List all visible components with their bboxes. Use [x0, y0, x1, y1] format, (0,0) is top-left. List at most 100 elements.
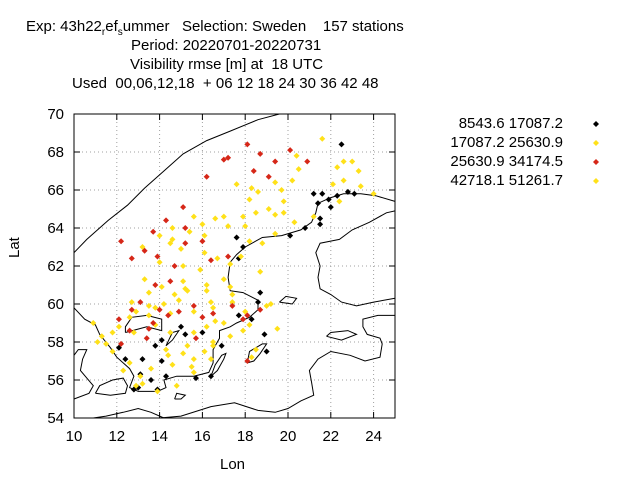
data-point-series-2: [171, 291, 178, 298]
data-point-series-3: [156, 306, 163, 313]
data-point-series-4: [152, 304, 159, 311]
legend-entry-4: 42718.1 51261.7: [450, 172, 563, 189]
legend-entry-2: 17087.2 25630.9: [450, 134, 563, 151]
data-point-series-1: [152, 342, 159, 349]
data-point-series-3: [199, 238, 206, 245]
data-point-series-1: [287, 232, 294, 239]
data-point-series-1: [344, 188, 351, 195]
data-point-series-3: [118, 238, 125, 245]
data-point-series-2: [126, 359, 133, 366]
x-tick-label: 16: [194, 428, 211, 445]
data-point-series-2: [154, 388, 161, 395]
data-point-series-2: [145, 302, 152, 309]
data-point-series-2: [274, 325, 281, 332]
data-point-series-3: [115, 316, 122, 323]
data-point-series-3: [150, 320, 157, 326]
data-point-series-2: [237, 253, 244, 260]
data-point-series-1: [351, 190, 358, 197]
data-point-series-1: [261, 331, 268, 338]
data-point-series-2: [329, 181, 336, 188]
data-point-series-3: [154, 253, 161, 260]
data-point-series-3: [118, 340, 125, 347]
x-tick-label: 24: [365, 428, 382, 445]
data-point-series-3: [225, 253, 232, 260]
y-axis-label: Lat: [6, 237, 23, 258]
data-point-series-2: [227, 261, 234, 268]
data-point-series-3: [175, 308, 182, 315]
data-point-series-4: [139, 380, 146, 387]
data-point-series-1: [255, 299, 262, 306]
data-point-series-3: [152, 282, 159, 288]
data-point-series-2: [293, 152, 300, 159]
data-point-series-2: [145, 312, 152, 319]
data-point-series-2: [319, 135, 326, 142]
data-point-series-2: [207, 356, 214, 363]
data-point-series-2: [220, 213, 227, 220]
data-point-series-2: [109, 348, 116, 355]
data-point-series-1: [218, 342, 225, 349]
coastline-segment: [326, 330, 358, 341]
legend-marker-3: [593, 159, 599, 165]
data-point-series-2: [190, 329, 197, 336]
data-point-series-2: [201, 348, 208, 355]
data-point-series-2: [265, 206, 272, 212]
legend-entry-3: 25630.9 34174.5: [450, 153, 563, 170]
data-point-series-3: [265, 173, 272, 180]
data-point-series-1: [334, 192, 341, 199]
data-point-series-4: [227, 283, 234, 290]
data-point-series-1: [327, 204, 334, 211]
data-point-series-2: [336, 198, 343, 205]
data-point-series-2: [128, 299, 135, 306]
legend-markers: [593, 121, 599, 184]
chart-title-line-1: Exp: 43h22refsummer Selection: Sweden 15…: [26, 18, 404, 38]
data-point-series-2: [141, 276, 148, 283]
data-point-series-3: [180, 204, 187, 211]
data-point-series-3: [150, 228, 157, 235]
data-point-series-3: [128, 255, 135, 262]
data-point-series-2: [109, 329, 116, 336]
coastline-segment: [73, 349, 94, 400]
data-point-series-2: [175, 297, 182, 304]
data-point-series-2: [197, 266, 204, 273]
data-point-series-2: [225, 223, 232, 230]
coastline-segment: [315, 210, 396, 307]
data-point-series-2: [115, 323, 122, 330]
data-point-series-2: [90, 320, 97, 326]
y-tick-label: 62: [47, 258, 64, 275]
data-point-series-3: [207, 257, 214, 264]
data-point-series-2: [340, 158, 347, 165]
coastline-segment: [279, 295, 298, 305]
coastline-segment: [73, 193, 396, 392]
data-point-series-3: [272, 158, 279, 165]
data-point-series-2: [248, 354, 255, 361]
data-point-series-1: [257, 289, 264, 296]
y-tick-label: 66: [47, 182, 64, 199]
data-point-series-3: [192, 335, 199, 342]
data-point-series-1: [263, 348, 270, 355]
data-point-series-3: [171, 263, 178, 269]
data-point-series-2: [220, 276, 227, 283]
data-point-series-4: [248, 185, 255, 192]
data-point-series-2: [130, 329, 137, 336]
data-point-series-3: [182, 225, 189, 231]
data-point-series-3: [220, 156, 227, 163]
data-point-series-2: [255, 188, 262, 195]
data-point-series-1: [182, 331, 189, 338]
data-point-series-3: [143, 335, 150, 342]
data-point-series-2: [259, 240, 266, 247]
data-point-series-2: [212, 215, 219, 222]
data-point-series-2: [240, 327, 247, 334]
data-point-series-1: [192, 375, 199, 382]
coastline-segment: [74, 407, 165, 419]
data-point-series-2: [148, 365, 155, 372]
data-point-series-3: [145, 325, 152, 332]
chart-title-line-3: Visibility rmse [m] at 18 UTC: [130, 56, 324, 73]
x-tick-label: 22: [322, 428, 339, 445]
data-point-series-3: [167, 278, 174, 285]
data-point-series-1: [139, 356, 146, 363]
data-point-series-2: [220, 320, 227, 326]
data-point-series-2: [203, 282, 210, 288]
data-point-series-2: [201, 249, 208, 256]
data-point-series-2: [278, 187, 285, 193]
